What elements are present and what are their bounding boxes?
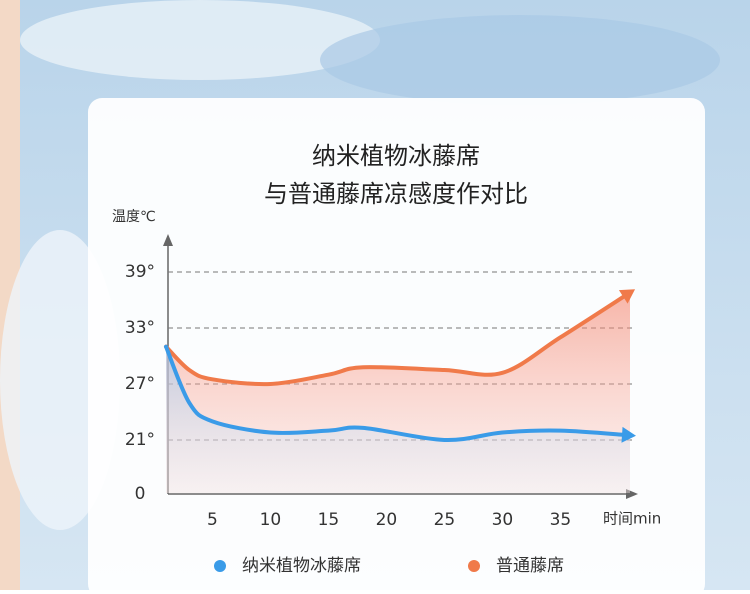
decor — [320, 15, 720, 105]
x-tick-label: 35 — [550, 510, 572, 530]
chart-subtitle: 与普通藤席凉感度作对比 — [264, 180, 528, 208]
area — [166, 346, 630, 493]
line-arrow — [618, 289, 636, 304]
x-tick-label: 30 — [492, 510, 514, 530]
y-axis-arrow — [163, 234, 173, 246]
decor — [20, 0, 380, 80]
y-tick-label: 21° — [125, 430, 155, 450]
chart-title: 纳米植物冰藤席 — [312, 142, 480, 170]
line — [164, 344, 632, 443]
line — [164, 290, 632, 387]
y-tick-label: 33° — [125, 318, 155, 338]
legend-marker — [214, 560, 226, 572]
legend-label: 普通藤席 — [496, 556, 564, 576]
x-tick-label: 10 — [260, 510, 282, 530]
y-axis-label: 温度℃ — [112, 209, 156, 225]
y-tick-label: 39° — [125, 262, 155, 282]
legend-label: 纳米植物冰藤席 — [242, 556, 361, 576]
legend-marker — [468, 560, 480, 572]
line-arrow — [621, 426, 636, 443]
x-tick-label: 20 — [376, 510, 398, 530]
x-tick-label: 5 — [207, 510, 218, 530]
y-tick-label: 27° — [125, 374, 155, 394]
x-tick-label: 15 — [318, 510, 340, 530]
y-tick-label: 0 — [135, 484, 146, 504]
x-axis-label: 时间min — [603, 510, 661, 528]
x-tick-label: 25 — [434, 510, 456, 530]
